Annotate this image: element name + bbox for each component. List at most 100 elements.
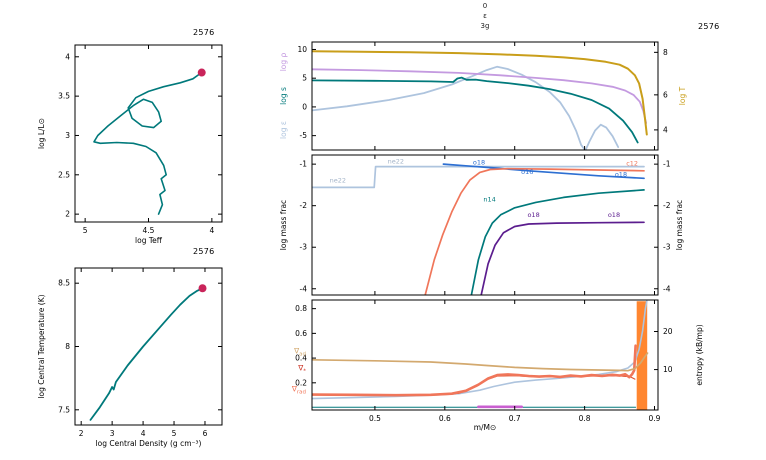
x-axis-label: log Teff: [135, 236, 163, 245]
y-tick-label: 3: [65, 131, 70, 140]
y-axis-label: log L/L⊙: [37, 118, 46, 149]
isotope-label: o18: [615, 171, 627, 179]
x-tick-label: 3: [110, 429, 115, 438]
series-ne22: [312, 165, 645, 189]
y-tick-label: -2: [663, 201, 671, 210]
central-temp-density-chart: 2 3 4 5 6 7.5 8 8.5 log Central Density (g cm⁻³)…: [37, 267, 223, 448]
isotope-label: o18: [473, 159, 485, 167]
y-tick-label: -3: [663, 243, 671, 252]
left-axis-label: log ρ: [279, 52, 288, 71]
y-tick-label: 0: [302, 102, 307, 111]
x-tick-label: 5: [172, 429, 177, 438]
isotope-label: n14: [483, 196, 495, 204]
y-tick-label: -4: [663, 284, 671, 293]
x-tick-label: 0.7: [509, 414, 521, 423]
x-tick-label: 0.5: [369, 414, 381, 423]
y-tick-label: 10: [297, 45, 307, 54]
gradient-label: ∇*: [297, 364, 306, 375]
y-tick-label: 0.6: [295, 329, 307, 338]
x-tick-label: 4: [141, 429, 146, 438]
isotope-label: o18: [527, 211, 539, 219]
y-tick-label: 0.8: [295, 304, 307, 313]
isotope-label: o18: [608, 211, 620, 219]
hr-diagram-chart: 5 4.5 4 2 2.5 3 3.5 4 log Teff log L/L⊙: [37, 44, 223, 245]
y-axis-label: log Central Temperature (K): [37, 294, 46, 398]
axis-frame: [74, 267, 223, 426]
y-tick-label: -1: [663, 160, 671, 169]
model-number-label: 2576: [193, 28, 215, 37]
right-axis-label: entropy (kB/mp): [695, 324, 704, 385]
grid-title-line1: 0: [482, 2, 488, 10]
x-tick-label: 5: [83, 226, 88, 235]
right-tick-label: 8: [663, 48, 668, 57]
left-axis-label: log ε: [279, 121, 288, 139]
series-grad-T: [312, 375, 636, 396]
series-log-T: [312, 50, 648, 136]
model-number-label: 2576: [193, 247, 215, 256]
right-tick-label: 6: [663, 90, 668, 99]
x-tick-label: 6: [203, 429, 208, 438]
grads-panel: 0.5 0.6 0.7 0.8 0.9 0.2 0.4 0.6 0.8 20 10 m/M⊙ entro…: [291, 299, 704, 432]
tcrhoc-panel: 2 3 4 5 6 7.5 8 8.5 log Central Density (g cm⁻³)…: [37, 267, 223, 448]
y-tick-label: 0.4: [295, 354, 307, 363]
isotope-label: o16: [521, 168, 533, 176]
right-axis-label: log mass frac: [675, 200, 684, 250]
isotope-label: ne22: [388, 158, 404, 166]
series-grad-rad: [312, 344, 637, 397]
series-log-rho: [312, 68, 648, 124]
y-tick-label: 0.2: [295, 378, 307, 387]
current-model-marker: [197, 68, 206, 77]
series-n14: [470, 189, 645, 295]
grid-title-line3: 3g: [480, 22, 490, 30]
y-tick-label: -5: [300, 131, 308, 140]
gradient-label: ∇ad: [293, 346, 306, 357]
series-grad-ad: [312, 352, 649, 372]
model-number-label: 2576: [698, 22, 720, 31]
gradient-label: ∇rad: [291, 385, 306, 396]
y-tick-label: 2.5: [58, 170, 70, 179]
abund-panel: -1 -1 -2 -2 -3 -3 -4 -4 log mass frac log mass fr…: [279, 154, 684, 296]
y-tick-label: 5: [302, 74, 307, 83]
y-tick-label: -3: [300, 243, 308, 252]
isotope-label: c12: [626, 159, 638, 167]
right-tick-label: 4: [663, 125, 668, 134]
series-evolution-track: [93, 71, 203, 215]
right-tick-label: 10: [663, 365, 673, 374]
series-log-eps: [312, 65, 620, 150]
x-tick-label: 0.6: [439, 414, 451, 423]
axis-frame: [311, 41, 659, 151]
y-tick-label: 2: [65, 210, 70, 219]
x-tick-label: 2: [79, 429, 84, 438]
series-central-track: [89, 287, 204, 421]
grid-title-line2: ε: [483, 12, 487, 20]
y-tick-label: 4: [65, 52, 70, 61]
series-log-s: [312, 76, 639, 144]
grid-title: 0 ε 3g: [425, 1, 545, 31]
y-tick-label: 8: [65, 342, 70, 351]
axis-frame: [311, 299, 659, 411]
y-tick-label: -1: [300, 160, 308, 169]
x-axis-label: m/M⊙: [474, 423, 497, 432]
left-axis-label: log s: [279, 87, 288, 105]
current-model-marker: [198, 284, 207, 293]
series-o16: [442, 163, 645, 180]
y-tick-label: 8.5: [58, 279, 70, 288]
right-tick-label: 20: [663, 327, 673, 336]
y-tick-label: -4: [300, 284, 308, 293]
y-tick-label: -2: [300, 201, 308, 210]
axis-frame: [311, 154, 659, 296]
series-conv-spike: [636, 301, 648, 410]
prof1-panel: 10 5 0 -5 8 6 4 log T log ρ log s log ε: [279, 41, 687, 151]
x-tick-label: 0.9: [649, 414, 661, 423]
isotope-label: ne22: [330, 176, 346, 184]
y-tick-label: 3.5: [58, 92, 70, 101]
x-tick-label: 0.8: [579, 414, 591, 423]
x-axis-label: log Central Density (g cm⁻³): [96, 439, 202, 448]
y-tick-label: 7.5: [58, 405, 70, 414]
right-axis-label: log T: [678, 86, 687, 105]
hr-panel: 5 4.5 4 2 2.5 3 3.5 4 log Teff log L/L⊙: [37, 44, 223, 245]
x-tick-label: 4: [209, 226, 214, 235]
profile-panels-chart: 10 5 0 -5 8 6 4 log T log ρ log s log ε -1 -1 -2 -2 -3 -…: [279, 41, 704, 432]
series-c12: [424, 167, 645, 295]
